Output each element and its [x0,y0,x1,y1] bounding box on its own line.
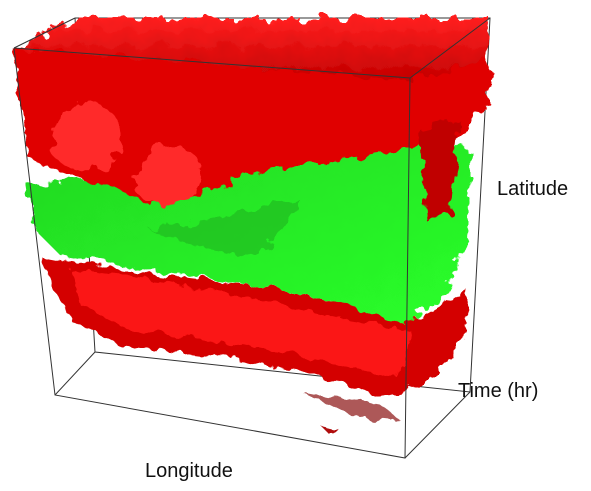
page: Latitude Time (hr) Longitude (() => { co… [0,0,591,486]
axis-label: Time (hr) [458,380,538,402]
volume-render: Latitude Time (hr) Longitude [0,0,591,486]
axis-label: Latitude [497,178,568,200]
axis-label: Longitude [145,460,233,482]
cube-edge [55,352,95,395]
